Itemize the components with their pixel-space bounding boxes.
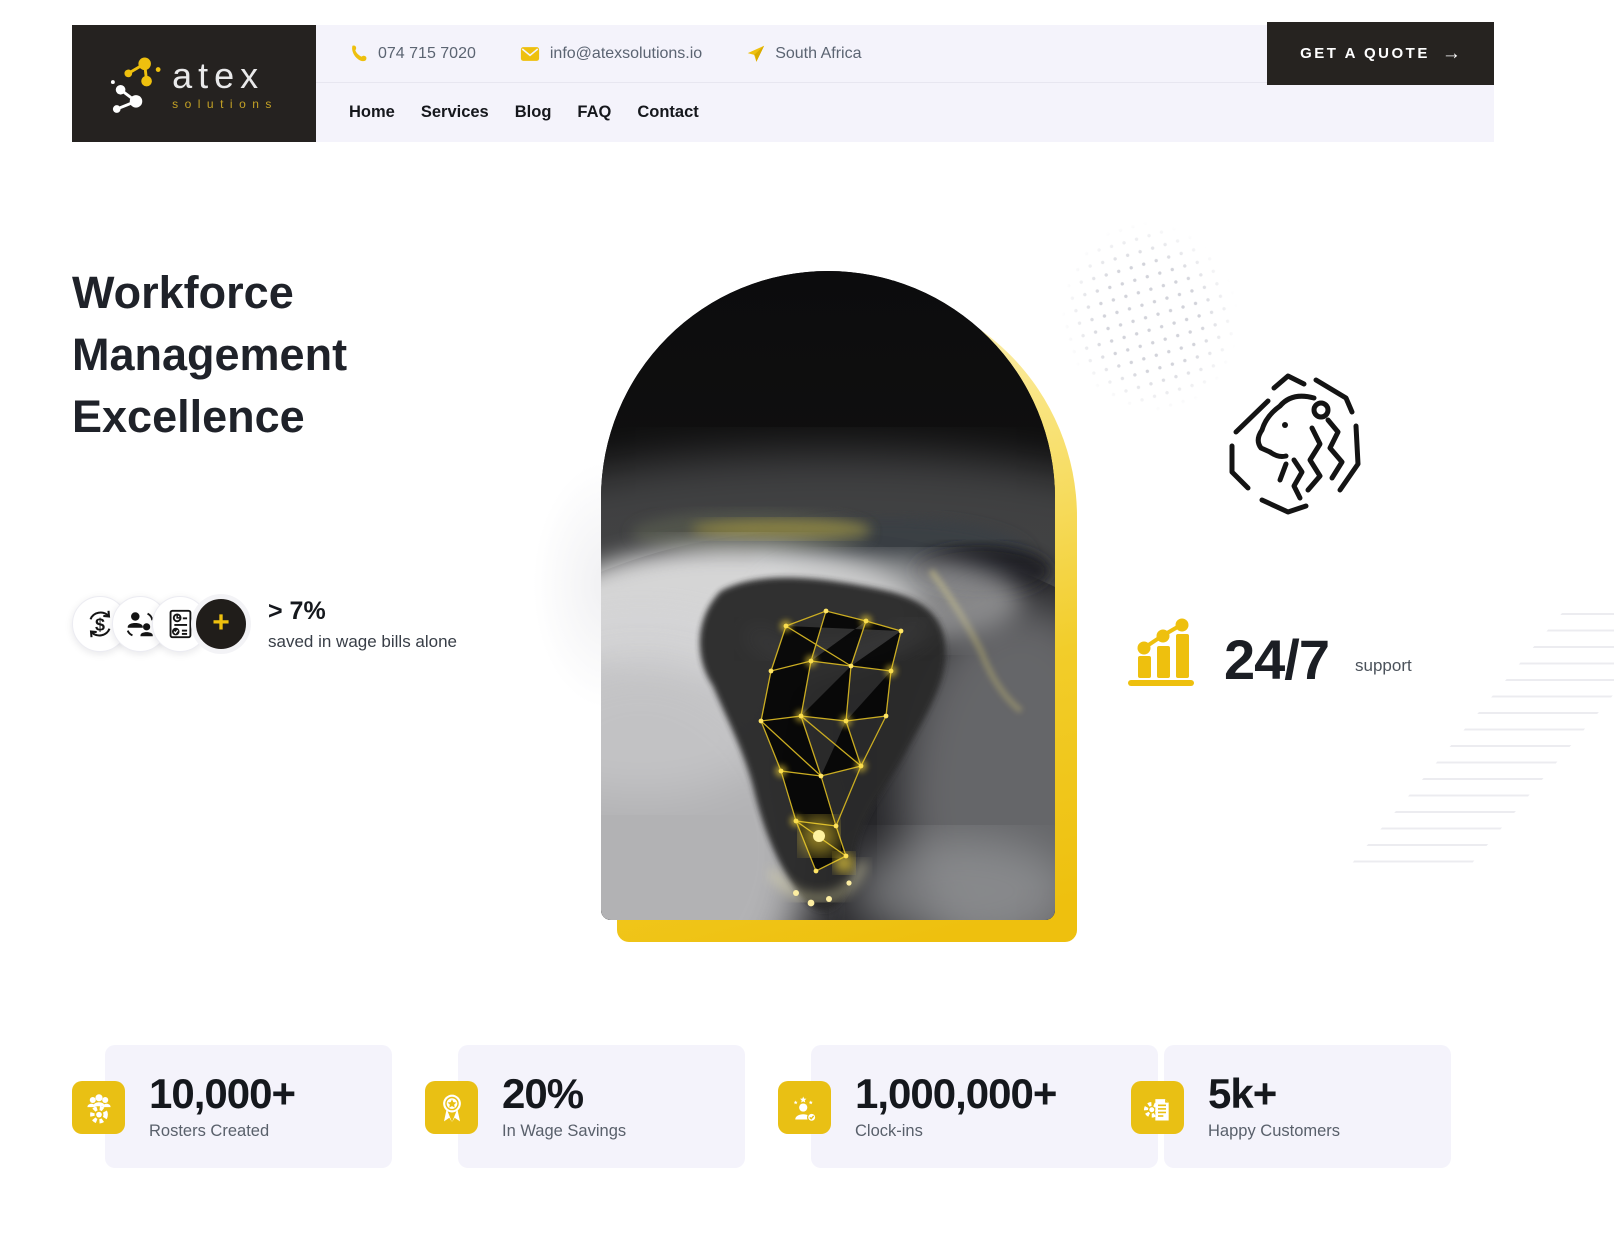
stat-label: Happy Customers	[1208, 1121, 1341, 1140]
nav-item-blog[interactable]: Blog	[514, 102, 552, 121]
nav-item-faq[interactable]: FAQ	[577, 102, 612, 121]
africa-globe-image	[601, 271, 1055, 920]
phone-number: 074 715 7020	[378, 44, 476, 62]
geometric-lion-icon	[1229, 373, 1361, 515]
email-address: info@atexsolutions.io	[549, 44, 703, 62]
stat-value: 20%	[502, 1070, 584, 1118]
location-label: South Africa	[775, 44, 862, 62]
award-medal-icon	[425, 1081, 478, 1134]
person-verified-icon	[778, 1081, 831, 1134]
logo-text: atex solutions	[172, 54, 278, 111]
report-check-icon	[169, 609, 192, 639]
stat-label: Rosters Created	[149, 1121, 270, 1140]
team-gear-icon	[72, 1081, 125, 1134]
support-stat: 24/7 support	[1126, 618, 1412, 688]
envelope-icon	[520, 46, 539, 61]
document-gear-icon	[1131, 1081, 1184, 1134]
stat-card-savings: 20% In Wage Savings	[425, 1045, 745, 1168]
support-label: support	[1355, 656, 1412, 675]
send-plane-icon	[747, 45, 765, 62]
money-cycle-icon: $	[89, 610, 111, 638]
stat-value: 10,000+	[149, 1070, 296, 1118]
arrow-right-icon: →	[1441, 42, 1461, 64]
logo-brand: atex	[172, 54, 265, 96]
avatar-plus[interactable]: +	[196, 599, 246, 649]
phone-icon	[352, 45, 367, 62]
nav-item-contact[interactable]: Contact	[637, 102, 699, 121]
nav-item-services[interactable]: Services	[420, 102, 489, 121]
svg-text:$: $	[95, 615, 105, 635]
nav-item-home[interactable]: Home	[349, 102, 395, 121]
savings-badge: $	[72, 596, 457, 652]
stat-card-customers: 5k+ Happy Customers	[1131, 1045, 1451, 1168]
stat-label: In Wage Savings	[502, 1121, 627, 1140]
cta-label: GET A QUOTE	[1300, 45, 1430, 62]
stats-row: 10,000+ Rosters Created 20% In Wage Savi…	[72, 1045, 1451, 1168]
badge-value: > 7%	[268, 596, 326, 625]
title-line-1: Workforce	[72, 267, 294, 318]
header: 074 715 7020 info@atexsolutions.io South…	[72, 22, 1494, 142]
avatar-report-check	[152, 596, 208, 652]
badge-caption: saved in wage bills alone	[268, 631, 458, 651]
plus-icon: +	[212, 605, 230, 639]
logo-subtitle: solutions	[172, 96, 278, 111]
email-link[interactable]: info@atexsolutions.io	[520, 45, 702, 63]
molecule-icon	[111, 57, 161, 113]
stat-value: 1,000,000+	[855, 1070, 1057, 1118]
stat-card-rosters: 10,000+ Rosters Created	[72, 1045, 392, 1168]
page-title: Workforce Management Excellence	[72, 262, 502, 448]
support-value: 24/7	[1224, 628, 1330, 691]
avatar-stack: $	[72, 596, 246, 652]
stat-card-clockins: 1,000,000+ Clock-ins	[778, 1045, 1158, 1168]
title-line-3: Excellence	[72, 391, 305, 442]
phone-link[interactable]: 074 715 7020	[349, 44, 476, 63]
title-line-2: Management	[72, 329, 348, 380]
location-item[interactable]: South Africa	[746, 44, 861, 63]
stat-value: 5k+	[1208, 1070, 1277, 1118]
badge-texts: > 7% saved in wage bills alone	[268, 597, 457, 652]
main-nav: Home Services Blog FAQ Contact	[316, 83, 1494, 141]
header-topbar: 074 715 7020 info@atexsolutions.io South…	[316, 25, 1494, 83]
logo[interactable]: atex solutions	[72, 25, 316, 142]
growth-chart-icon	[1128, 618, 1194, 686]
hero-image-frame	[601, 271, 1077, 942]
stat-label: Clock-ins	[855, 1121, 923, 1140]
get-a-quote-button[interactable]: GET A QUOTE →	[1267, 22, 1494, 85]
